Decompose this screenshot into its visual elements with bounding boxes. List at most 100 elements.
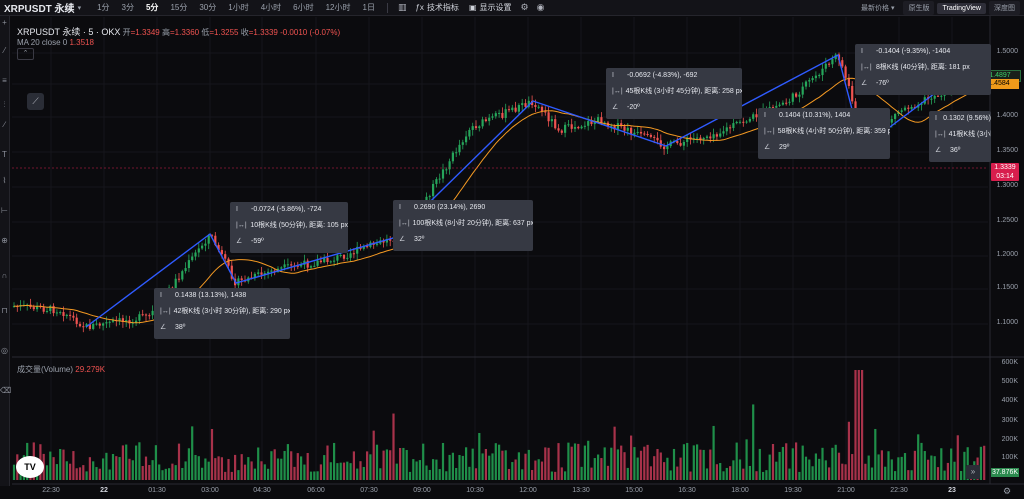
fib-tool-icon[interactable]: ⫶ (3, 100, 6, 109)
volume-bar (125, 444, 128, 480)
price-type-select[interactable]: 最新价格 ▾ (861, 5, 895, 12)
ma-legend[interactable]: MA 20 close 0 1.3518 (17, 38, 94, 47)
pattern-tool-icon[interactable]: ⌇ (2, 176, 7, 185)
measure-box[interactable]: I 0.1302 (9.56%) |↔|41根K线 (3小时 ∠ 36º (929, 111, 991, 162)
volume-bar (240, 454, 243, 480)
display-settings-label: 显示设置 (479, 3, 512, 12)
timeframe-1[interactable]: 3分 (121, 3, 134, 12)
visibility-tool-icon[interactable]: ◎ (1, 346, 8, 355)
trend-line (85, 53, 989, 328)
candle-body (138, 314, 141, 321)
timeframe-6[interactable]: 4小时 (260, 3, 282, 12)
view-depth-tab[interactable]: 深度图 (989, 1, 1020, 15)
volume-bar (907, 470, 910, 480)
display-settings-button[interactable]: ▣ 显示设置 (464, 2, 517, 13)
lock-tool-icon[interactable]: ⊓ (1, 306, 8, 315)
brush-tool-icon[interactable]: ∕ (3, 120, 6, 129)
measure-angle-icon: ∠ (160, 324, 167, 331)
volume-bar (811, 466, 814, 480)
measure-bars-icon: |↔| (399, 220, 410, 227)
trendline-tool-icon[interactable]: ⁄ (3, 46, 6, 55)
measure-box[interactable]: I -0.1404 (-9.35%), -1404 |↔| 8根K线 (40分钟), … (855, 44, 991, 95)
volume-bar (276, 458, 280, 480)
axis-settings-icon[interactable]: ⚙ (1003, 486, 1012, 496)
volume-bar (356, 468, 359, 480)
measure-box[interactable]: I -0.0692 (-4.83%), -692 |↔| 45根K线 (3小时 45分… (606, 68, 742, 119)
candle-body (524, 103, 527, 107)
view-tradingview-tab[interactable]: TradingView (937, 2, 986, 14)
measure-tool-icon[interactable]: ⊢ (1, 206, 8, 215)
scroll-right-icon[interactable]: » (966, 465, 980, 479)
candle-body (745, 121, 748, 123)
candle-body (458, 144, 461, 153)
volume-bar (768, 454, 771, 480)
candle-body (118, 318, 121, 321)
volume-bar (620, 445, 623, 480)
candle-body (491, 116, 494, 118)
candle-body (557, 128, 560, 131)
volume-bar (257, 447, 260, 480)
candle-body (738, 121, 742, 123)
price-axis-label: 1.1500 (996, 284, 1018, 291)
tradingview-logo-icon[interactable]: TV (16, 456, 44, 478)
volume-bar (814, 453, 817, 480)
candle-body (818, 75, 821, 77)
volume-bar (936, 467, 940, 480)
magnet-tool-icon[interactable]: ∩ (1, 271, 8, 280)
camera-icon[interactable]: ◉ (536, 2, 545, 12)
ma-label: MA 20 close 0 (17, 38, 68, 47)
volume-bar (474, 468, 478, 480)
candle-body (699, 137, 702, 140)
price-axis-label: 1.1000 (996, 319, 1018, 326)
timeframe-7[interactable]: 6小时 (293, 3, 314, 12)
timeframe-5[interactable]: 1小时 (228, 3, 249, 12)
measure-box[interactable]: I 0.1404 (10.31%), 1404 |↔| 58根K线 (4小时 50分钟… (758, 108, 890, 159)
timeframe-2[interactable]: 5分 (145, 3, 159, 12)
volume-bar (481, 453, 484, 480)
volume-bar (491, 453, 494, 480)
volume-bar (323, 455, 326, 480)
volume-bar (603, 447, 606, 480)
volume-bar (465, 447, 468, 480)
candle-body (709, 136, 712, 139)
view-native-tab[interactable]: 原生版 (903, 1, 935, 15)
candle-body (504, 109, 507, 118)
chart-style-icon[interactable]: ▥ (397, 2, 407, 12)
horizontal-line-tool-icon[interactable]: ≡ (2, 76, 7, 85)
volume-bar (867, 455, 870, 480)
volume-bar (705, 468, 709, 480)
settings-icon[interactable]: ⚙ (520, 2, 529, 12)
measure-tool-float-icon[interactable]: ⟋ (27, 93, 44, 110)
measure-box[interactable]: I 0.1438 (13.13%), 1438 |↔| 42根K线 (3小时 30分钟… (154, 288, 290, 339)
measure-angle: 38º (175, 324, 186, 331)
collapse-legend-button[interactable]: ⌃ (17, 48, 34, 60)
timeframe-8[interactable]: 12小时 (325, 3, 351, 12)
indicators-button[interactable]: ƒx 技术指标 (410, 2, 463, 13)
volume-bar (712, 425, 715, 480)
candle-body (227, 258, 230, 266)
measure-box[interactable]: I -0.0724 (-5.86%), -724 |↔| 10根K线 (50分钟), … (230, 202, 348, 253)
symbol-name[interactable]: XRPUSDT 永续 (4, 4, 75, 15)
volume-bar (12, 464, 16, 480)
measure-box[interactable]: I 0.2690 (23.14%), 2690 |↔| 100根K线 (8小时 20分… (393, 200, 533, 251)
candle-body (544, 111, 547, 113)
measure-bars: 41根K线 (3小时 (948, 131, 991, 138)
timeframe-4[interactable]: 30分 (199, 3, 217, 12)
crosshair-icon[interactable]: + (2, 18, 7, 27)
zoom-tool-icon[interactable]: ⊕ (1, 236, 8, 245)
measure-row: |↔|41根K线 (3小时 (929, 127, 991, 143)
measure-angle: 36º (950, 147, 961, 154)
symbol-dropdown-icon[interactable]: ▾ (77, 4, 82, 12)
candle-body (62, 312, 65, 317)
volume-bar (303, 464, 306, 480)
timeframe-0[interactable]: 1分 (97, 3, 110, 12)
timeframe-3[interactable]: 15分 (170, 3, 188, 12)
text-tool-icon[interactable]: T (2, 150, 7, 159)
volume-bar (672, 448, 676, 480)
candle-body (824, 63, 827, 69)
volume-bar (544, 447, 547, 480)
volume-bar (950, 448, 953, 480)
measure-angle: 32º (414, 236, 425, 243)
timeframe-9[interactable]: 1日 (362, 3, 375, 12)
delete-tool-icon[interactable]: ⌫ (0, 386, 12, 395)
